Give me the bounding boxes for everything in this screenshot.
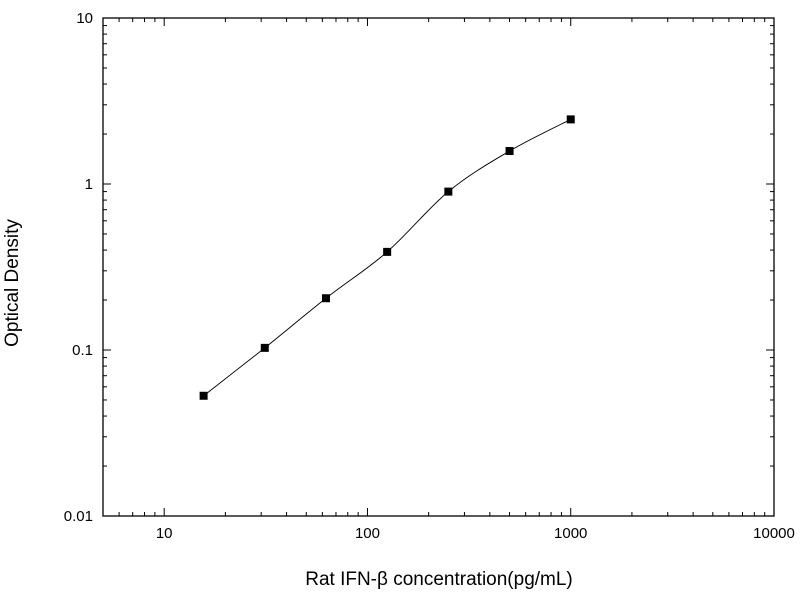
- data-point: [444, 187, 453, 196]
- x-tick-label: 10: [156, 525, 173, 542]
- data-point: [321, 294, 330, 303]
- x-tick-label: 1000: [554, 525, 587, 542]
- data-points: [199, 115, 575, 400]
- fit-curve-layer: [203, 118, 571, 397]
- y-tick-label: 10: [76, 10, 93, 27]
- data-point: [383, 247, 392, 256]
- fit-curve: [203, 118, 571, 397]
- y-axis-label: Optical Density: [2, 219, 23, 347]
- plot-frame: [102, 17, 775, 517]
- data-point: [260, 343, 269, 352]
- x-tick-label: 10000: [753, 525, 795, 542]
- x-axis-label: Rat IFN-β concentration(pg/mL): [305, 569, 573, 590]
- axes: 10 100 1000 10000 0.01 0.1 1 10: [64, 10, 795, 542]
- y-tick-label: 0.1: [72, 342, 93, 359]
- data-point: [566, 115, 575, 124]
- data-point: [199, 391, 208, 400]
- y-tick-label: 1: [85, 176, 93, 193]
- data-point: [505, 147, 514, 156]
- x-tick-label: 100: [355, 525, 380, 542]
- y-tick-label: 0.01: [64, 508, 93, 525]
